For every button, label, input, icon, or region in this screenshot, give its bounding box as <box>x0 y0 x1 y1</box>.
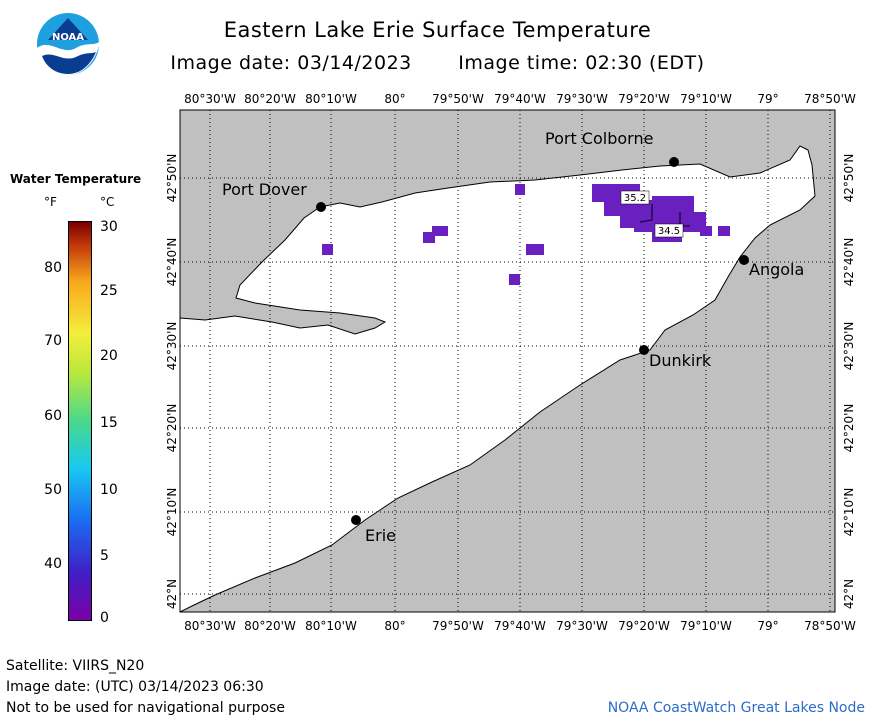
temp-label-text: 35.2 <box>624 193 646 204</box>
image-date: Image date: 03/14/2023 <box>170 52 412 74</box>
image-date-utc: Image date: (UTC) 03/14/2023 06:30 <box>6 679 264 695</box>
legend-c-tick: 5 <box>100 548 109 564</box>
latitude-label: 42°N <box>165 579 179 609</box>
longitude-label: 79°50'W <box>432 619 484 633</box>
contour-line <box>639 204 653 223</box>
credit-text: NOAA CoastWatch Great Lakes Node <box>607 700 865 716</box>
latitude-label: 42°20'N <box>842 404 856 453</box>
disclaimer: Not to be used for navigational purpose <box>6 700 285 716</box>
longitude-label: 79°10'W <box>680 92 732 106</box>
temperature-color-scale <box>68 221 92 621</box>
legend-unit-c: °C <box>100 195 115 209</box>
longitude-label: 79° <box>757 619 778 633</box>
legend-c-tick: 25 <box>100 283 118 299</box>
map-frame <box>179 109 836 613</box>
longitude-label: 79° <box>757 92 778 106</box>
city-dot <box>639 345 649 355</box>
latitude-label: 42°20'N <box>165 404 179 453</box>
legend-c-tick: 15 <box>100 415 118 431</box>
latitude-label: 42°40'N <box>842 238 856 287</box>
noaa-logo: NOAA <box>37 13 99 75</box>
legend-f-tick: 50 <box>44 482 62 498</box>
map-title: Eastern Lake Erie Surface Temperature <box>223 18 652 42</box>
temp-label-text: 34.5 <box>658 226 680 237</box>
map-content: 35.2 34.5 Port Colborne Port Dover Angola D… <box>179 109 836 613</box>
longitude-label: 79°10'W <box>680 619 732 633</box>
longitude-label: 79°40'W <box>494 619 546 633</box>
city-label: Port Colborne <box>545 129 653 148</box>
temp-label-2: 34.5 <box>654 223 684 238</box>
longitude-label: 79°30'W <box>556 92 608 106</box>
temp-label-1: 35.2 <box>620 190 650 205</box>
city-dot <box>351 515 361 525</box>
longitude-label: 80°30'W <box>184 92 236 106</box>
legend-f-tick: 60 <box>44 408 62 424</box>
longitude-label: 80°20'W <box>244 619 296 633</box>
map-subtitle: Image date: 03/14/2023 Image time: 02:30… <box>0 52 875 74</box>
city-dot <box>739 255 749 265</box>
longitude-label: 79°40'W <box>494 92 546 106</box>
axis-labels: 80°30'W 80°30'W 80°20'W 80°20'W 80°10'W 80°10… <box>165 92 856 633</box>
city-markers: Port Colborne Port Dover Angola Dunkirk Erie <box>222 129 804 545</box>
city-label: Erie <box>365 526 396 545</box>
longitude-label: 80°30'W <box>184 619 236 633</box>
latitude-label: 42°N <box>842 579 856 609</box>
legend-f-tick: 70 <box>44 333 62 349</box>
city-label: Dunkirk <box>649 351 712 370</box>
longitude-label: 79°30'W <box>556 619 608 633</box>
longitude-label: 80° <box>384 92 405 106</box>
legend-c-tick: 30 <box>100 219 118 235</box>
longitude-label: 80°10'W <box>305 92 357 106</box>
longitude-label: 80°20'W <box>244 92 296 106</box>
city-label: Port Dover <box>222 180 307 199</box>
legend-title: Water Temperature <box>10 172 142 186</box>
longitude-label: 80° <box>384 619 405 633</box>
latitude-label: 42°10'N <box>842 488 856 537</box>
logo-text: NOAA <box>52 32 84 43</box>
image-time: Image time: 02:30 (EDT) <box>458 52 705 74</box>
longitude-label: 79°50'W <box>432 92 484 106</box>
longitude-label: 79°20'W <box>618 92 670 106</box>
city-dot <box>669 157 679 167</box>
legend-unit-f: °F <box>44 195 57 209</box>
latitude-label: 42°30'N <box>165 322 179 371</box>
longitude-label: 79°20'W <box>618 619 670 633</box>
longitude-label: 80°10'W <box>305 619 357 633</box>
legend-c-tick: 20 <box>100 348 118 364</box>
latitude-label: 42°50'N <box>165 154 179 203</box>
legend-f-tick: 80 <box>44 260 62 276</box>
satellite-info: Satellite: VIIRS_N20 <box>6 658 145 674</box>
longitude-label: 78°50'W <box>804 92 856 106</box>
legend-c-tick: 10 <box>100 482 118 498</box>
latitude-label: 42°40'N <box>165 238 179 287</box>
legend-c-tick: 0 <box>100 610 109 626</box>
legend-f-tick: 40 <box>44 556 62 572</box>
longitude-label: 78°50'W <box>804 619 856 633</box>
latitude-label: 42°30'N <box>842 322 856 371</box>
latitude-label: 42°50'N <box>842 154 856 203</box>
latitude-label: 42°10'N <box>165 488 179 537</box>
city-dot <box>316 202 326 212</box>
city-label: Angola <box>749 260 804 279</box>
